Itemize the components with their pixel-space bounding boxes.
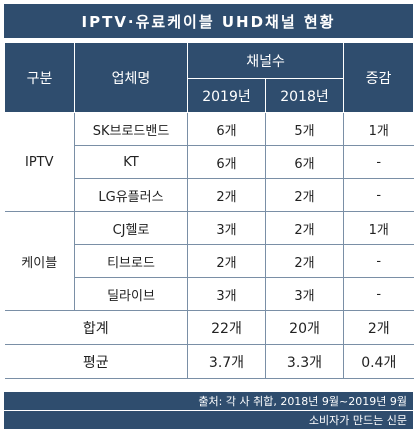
header-channels: 채널수 <box>186 42 345 79</box>
average-label: 평균 <box>4 344 188 379</box>
uhd-channel-table: 구분 업체명 채널수 증감 2019년 2018년 IPTV SK브로드밴드 6… <box>4 42 415 379</box>
table-row: KT 6개 6개 - <box>5 145 414 179</box>
table-title: IPTV·유료케이블 UHD채널 현황 <box>4 4 413 38</box>
header-year-2019: 2019년 <box>187 78 266 113</box>
average-row: 평균 3.7개 3.3개 0.4개 <box>4 344 414 379</box>
average-change: 0.4개 <box>343 344 414 379</box>
total-change: 2개 <box>343 310 414 345</box>
table-row: 케이블 CJ헬로 3개 2개 1개 <box>4 211 414 311</box>
table-row: LG유플러스 2개 2개 - <box>5 178 414 212</box>
header-change: 증감 <box>343 42 415 113</box>
header-category: 구분 <box>4 42 75 113</box>
value-2018-cell: 3개 <box>264 277 345 311</box>
company-cell: 딜라이브 <box>74 277 188 311</box>
table-row: 티브로드 2개 2개 - <box>5 244 414 278</box>
total-2019: 22개 <box>187 310 266 345</box>
average-2018: 3.3개 <box>264 344 345 379</box>
change-cell: - <box>343 145 414 179</box>
header-company: 업체명 <box>74 42 188 113</box>
average-2019: 3.7개 <box>187 344 266 379</box>
table-row: 딜라이브 3개 3개 - <box>5 277 414 311</box>
value-2019-cell: 3개 <box>187 277 266 311</box>
company-cell: 티브로드 <box>74 244 188 278</box>
group-label: IPTV <box>4 112 75 212</box>
company-cell: SK브로드밴드 <box>74 112 188 146</box>
value-2018-cell: 5개 <box>264 112 345 146</box>
company-cell: LG유플러스 <box>74 178 188 212</box>
header-year-2018: 2018년 <box>264 78 345 113</box>
value-2019-cell: 6개 <box>187 112 266 146</box>
value-2019-cell: 6개 <box>187 145 266 179</box>
value-2019-cell: 2개 <box>187 244 266 278</box>
value-2018-cell: 2개 <box>264 211 345 245</box>
group-label: 케이블 <box>4 211 75 311</box>
value-2019-cell: 2개 <box>187 178 266 212</box>
change-cell: 1개 <box>343 112 414 146</box>
change-cell: - <box>343 277 414 311</box>
company-cell: CJ헬로 <box>74 211 188 245</box>
total-label: 합계 <box>4 310 188 345</box>
total-2018: 20개 <box>264 310 345 345</box>
table-row: IPTV SK브로드밴드 6개 5개 1개 <box>4 112 414 212</box>
source-note: 출처: 각 사 취합, 2018년 9월~2019년 9월 <box>4 392 413 410</box>
value-2018-cell: 6개 <box>264 145 345 179</box>
value-2019-cell: 3개 <box>187 211 266 245</box>
company-cell: KT <box>74 145 188 179</box>
change-cell: - <box>343 244 414 278</box>
value-2018-cell: 2개 <box>264 178 345 212</box>
change-cell: - <box>343 178 414 212</box>
change-cell: 1개 <box>343 211 414 245</box>
total-row: 합계 22개 20개 2개 <box>4 310 414 345</box>
table-frame: IPTV·유료케이블 UHD채널 현황 구분 업체명 채널수 증감 2019년 … <box>4 4 415 429</box>
publisher-credit: 소비자가 만드는 신문 <box>4 411 413 429</box>
value-2018-cell: 2개 <box>264 244 345 278</box>
